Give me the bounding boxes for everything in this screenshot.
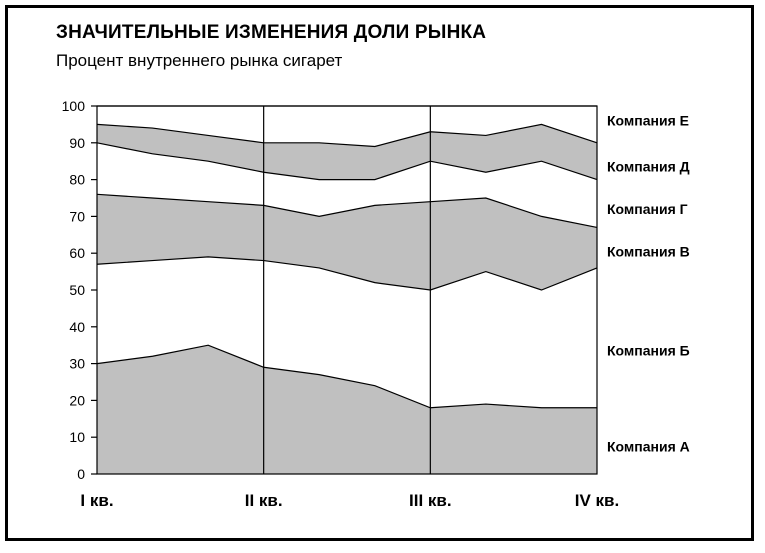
- x-tick-label-2: II кв.: [245, 491, 283, 510]
- legend-label-5: Компания Б: [607, 343, 690, 359]
- series-line-2: [96, 256, 598, 291]
- y-tick-label-70: 70: [69, 208, 85, 224]
- y-tick-label-40: 40: [69, 319, 85, 335]
- legend-label-2: Компания Д: [607, 159, 690, 175]
- legend-label-3: Компания Г: [607, 201, 688, 217]
- chart-subtitle: Процент внутреннего рынка сигарет: [56, 51, 343, 70]
- chart-title: ЗНАЧИТЕЛЬНЫЕ ИЗМЕНЕНИЯ ДОЛИ РЫНКА: [56, 22, 487, 43]
- y-tick-label-10: 10: [69, 429, 85, 445]
- series-line-5: [96, 123, 598, 148]
- x-tick-label-1: I кв.: [80, 491, 113, 510]
- area-band-3: [97, 194, 597, 290]
- y-tick-label-90: 90: [69, 135, 85, 151]
- y-tick-label-50: 50: [69, 282, 85, 298]
- y-tick-label-60: 60: [69, 245, 85, 261]
- y-tick-label-0: 0: [77, 466, 85, 482]
- area-band-1: [97, 345, 597, 474]
- series-line-1: [96, 344, 597, 409]
- series-line-3: [96, 193, 598, 229]
- x-tick-label-3: III кв.: [409, 491, 452, 510]
- area-band-5: [97, 124, 597, 180]
- y-tick-label-20: 20: [69, 392, 85, 408]
- y-tick-label-100: 100: [62, 98, 86, 114]
- series-line-4: [96, 142, 598, 181]
- legend-label-4: Компания В: [607, 243, 690, 259]
- y-tick-label-30: 30: [69, 356, 85, 372]
- legend-label-6: Компания А: [607, 438, 690, 454]
- legend-label-1: Компания Е: [607, 113, 689, 129]
- chart-frame: [5, 5, 754, 541]
- x-tick-label-4: IV кв.: [575, 491, 619, 510]
- y-tick-label-80: 80: [69, 172, 85, 188]
